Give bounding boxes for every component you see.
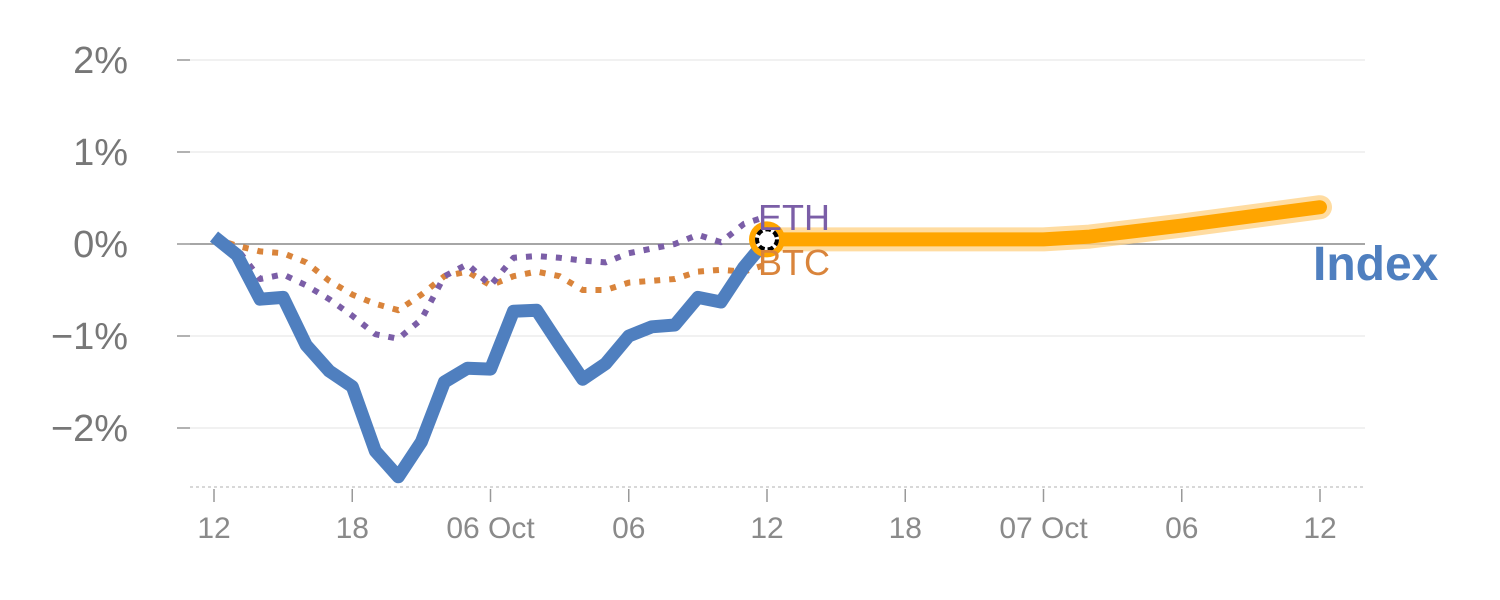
- x-axis-ticks: 12 18 06 Oct 06 12 18 07 Oct 06 12: [190, 486, 1365, 545]
- x-tick-label: 12: [1303, 512, 1336, 545]
- series-lines: [209, 195, 1332, 484]
- eth-label: ETH: [758, 197, 830, 238]
- current-point-marker: [749, 221, 785, 258]
- eth-line: [212, 213, 768, 342]
- x-tick-label: 06: [612, 512, 645, 545]
- index-line: [209, 231, 772, 484]
- x-tick-label: 18: [336, 512, 369, 545]
- x-tick-label: 18: [889, 512, 922, 545]
- y-tick-label: 2%: [73, 40, 128, 82]
- y-tick-label: 1%: [73, 132, 128, 174]
- y-tick-label: −1%: [51, 316, 128, 358]
- btc-label: BTC: [758, 242, 830, 283]
- marker-ring: [755, 227, 779, 252]
- index-forecast-line: [760, 200, 1327, 247]
- index-label: Index: [1313, 238, 1439, 291]
- x-tick-label: 12: [197, 512, 230, 545]
- y-tick-label: −2%: [51, 408, 128, 450]
- y-tick-label: 0%: [73, 224, 128, 266]
- y-axis-ticks: 2% 1% 0% −1% −2%: [51, 40, 190, 450]
- x-tick-label: 06: [1165, 512, 1198, 545]
- x-tick-label: 06 Oct: [446, 512, 535, 545]
- x-tick-label: 12: [750, 512, 783, 545]
- btc-line: [213, 235, 768, 314]
- x-tick-label: 07 Oct: [999, 512, 1088, 545]
